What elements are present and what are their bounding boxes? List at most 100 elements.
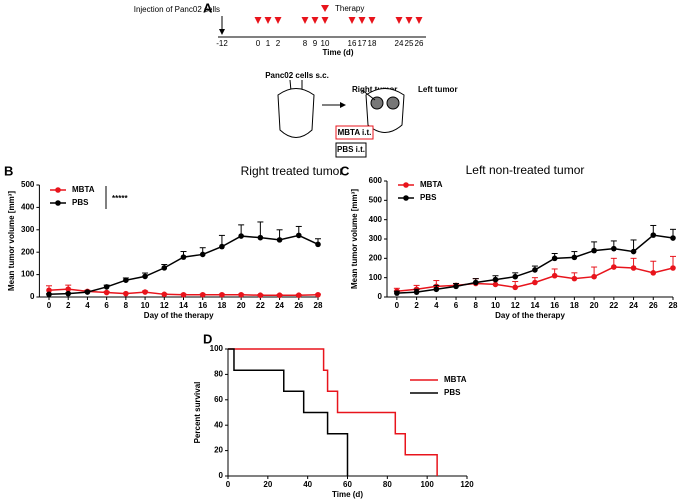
tumor bbox=[386, 96, 400, 110]
x-tick-label: 120 bbox=[460, 480, 474, 489]
therapy-marker bbox=[321, 17, 329, 24]
y-tick-label: 200 bbox=[21, 247, 35, 256]
therapy-days: 0 1 2 8 9 10 16 17 18 24 25 26 bbox=[254, 17, 424, 48]
panel-label: D bbox=[203, 331, 212, 346]
y-tick-label: 300 bbox=[369, 234, 383, 243]
data-point bbox=[591, 247, 597, 254]
y-tick-label: 100 bbox=[21, 270, 35, 279]
data-point bbox=[199, 251, 206, 258]
y-tick-label: 300 bbox=[21, 225, 35, 234]
chart-panel: D 0 20 40 60 80 100 0 20 40 60 80 100 120 Time (d) Perc… bbox=[193, 331, 474, 499]
x-tick-label: 16 bbox=[550, 301, 559, 310]
y-tick-label: 100 bbox=[210, 344, 224, 353]
chart-title: Left non-treated tumor bbox=[466, 163, 585, 177]
data-point bbox=[591, 273, 597, 280]
data-point bbox=[46, 291, 52, 298]
therapy-label: Therapy bbox=[335, 4, 364, 13]
therapy-day: 16 bbox=[348, 39, 357, 48]
y-tick-label: 40 bbox=[214, 420, 223, 429]
legend-label: PBS bbox=[420, 193, 437, 202]
data-point bbox=[551, 255, 558, 262]
chart-panel: C Left non-treated tumor01002003004005006… bbox=[340, 163, 678, 320]
therapy-day: 1 bbox=[266, 39, 271, 48]
therapy-day: 9 bbox=[313, 39, 318, 48]
therapy-day: 8 bbox=[303, 39, 308, 48]
therapy-day: 26 bbox=[415, 39, 424, 48]
legend-label: MBTA bbox=[444, 375, 467, 384]
data-point bbox=[276, 292, 283, 299]
legend-marker bbox=[403, 195, 409, 201]
x-tick-label: 20 bbox=[237, 301, 246, 310]
y-tick-label: 400 bbox=[21, 203, 35, 212]
x-tick-label: 8 bbox=[474, 301, 479, 310]
data-point bbox=[551, 272, 558, 279]
data-point bbox=[512, 284, 519, 291]
data-point bbox=[65, 286, 72, 292]
x-tick-label: 14 bbox=[530, 301, 539, 310]
therapy-marker bbox=[264, 17, 272, 24]
data-point bbox=[46, 287, 52, 294]
survival-curve bbox=[228, 348, 438, 476]
legend-label: PBS bbox=[72, 198, 89, 207]
therapy-marker bbox=[348, 17, 356, 24]
therapy-day: 2 bbox=[276, 39, 281, 48]
x-tick-label: 12 bbox=[511, 301, 520, 310]
panel-a: A Injection of Panc02 cells Therapy -12 … bbox=[134, 0, 458, 158]
data-point bbox=[103, 284, 110, 290]
therapy-marker bbox=[405, 17, 413, 24]
data-point bbox=[161, 291, 168, 298]
x-tick-label: 8 bbox=[124, 301, 129, 310]
x-tick-label: 4 bbox=[85, 301, 90, 310]
x-tick-label: 28 bbox=[669, 301, 678, 310]
control-label: PBS i.t. bbox=[337, 145, 365, 154]
y-axis-label: Percent survival bbox=[193, 382, 202, 444]
legend-marker bbox=[55, 200, 61, 206]
data-point bbox=[670, 235, 676, 241]
data-point bbox=[295, 292, 302, 299]
data-point bbox=[199, 291, 206, 298]
data-point bbox=[142, 289, 148, 295]
x-tick-label: 28 bbox=[314, 301, 323, 310]
y-tick-label: 0 bbox=[30, 292, 35, 301]
chart-title: Right treated tumor bbox=[241, 164, 344, 178]
x-axis-label: Day of the therapy bbox=[144, 311, 214, 320]
x-tick-label: 18 bbox=[217, 301, 226, 310]
data-point bbox=[670, 265, 676, 271]
data-point bbox=[142, 273, 148, 280]
legend-label: MBTA bbox=[420, 180, 443, 189]
x-tick-label: 14 bbox=[179, 301, 188, 310]
panel-label: C bbox=[340, 163, 350, 178]
y-tick-label: 500 bbox=[369, 195, 383, 204]
x-tick-label: 20 bbox=[263, 480, 272, 489]
y-axis-label: Mean tumor volume [mm³] bbox=[7, 191, 16, 291]
data-point bbox=[276, 237, 283, 243]
data-point bbox=[650, 232, 657, 238]
injection-day: -12 bbox=[216, 39, 228, 48]
data-point bbox=[180, 291, 187, 298]
data-point bbox=[123, 290, 129, 297]
x-tick-label: 0 bbox=[226, 480, 231, 489]
y-tick-label: 0 bbox=[219, 471, 224, 480]
data-point bbox=[630, 248, 637, 255]
data-point bbox=[413, 289, 420, 295]
therapy-day: 24 bbox=[395, 39, 404, 48]
therapy-day: 25 bbox=[405, 39, 414, 48]
x-tick-label: 26 bbox=[649, 301, 658, 310]
cells-label: Panc02 cells s.c. bbox=[265, 71, 329, 80]
x-tick-label: 80 bbox=[383, 480, 392, 489]
data-point bbox=[532, 279, 538, 286]
mouse bbox=[277, 88, 315, 138]
data-point bbox=[219, 243, 225, 250]
y-tick-label: 0 bbox=[378, 292, 383, 301]
x-tick-label: 2 bbox=[414, 301, 419, 310]
x-tick-label: 20 bbox=[590, 301, 599, 310]
data-point bbox=[84, 289, 91, 295]
y-tick-label: 60 bbox=[214, 395, 223, 404]
therapy-marker bbox=[301, 17, 309, 24]
left-tumor-label: Left tumor bbox=[418, 85, 458, 94]
data-point bbox=[65, 290, 72, 297]
data-point bbox=[532, 267, 538, 273]
x-tick-label: 10 bbox=[491, 301, 500, 310]
data-point bbox=[123, 277, 129, 284]
data-point bbox=[394, 290, 400, 296]
